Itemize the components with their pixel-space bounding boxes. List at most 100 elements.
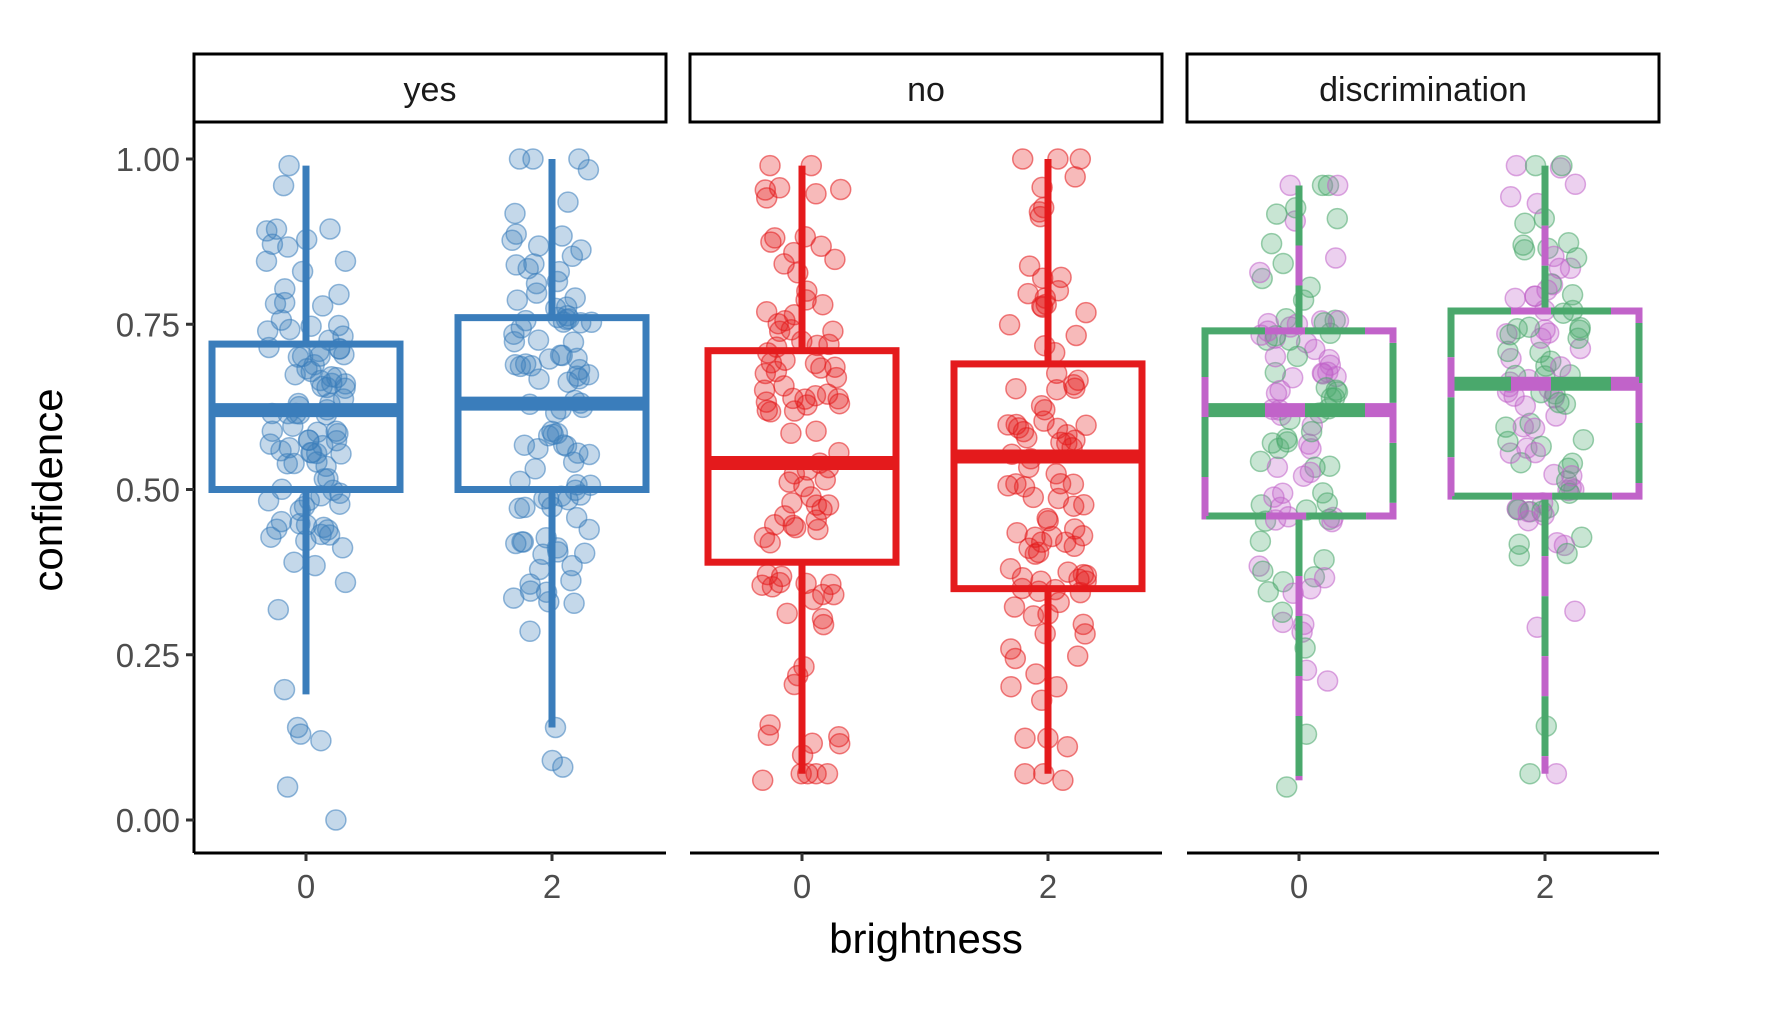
data-point bbox=[1497, 430, 1519, 453]
data-point bbox=[557, 191, 579, 213]
data-point bbox=[325, 429, 348, 452]
data-point bbox=[759, 154, 781, 177]
data-point bbox=[1572, 429, 1595, 451]
outlier-point bbox=[541, 749, 564, 772]
data-point bbox=[501, 229, 523, 252]
data-point bbox=[283, 452, 305, 475]
data-point bbox=[255, 250, 278, 272]
data-point bbox=[578, 518, 600, 541]
data-point bbox=[1530, 435, 1552, 458]
data-point bbox=[1265, 203, 1288, 225]
data-point bbox=[1556, 542, 1578, 565]
data-point bbox=[276, 452, 299, 475]
data-point bbox=[1299, 461, 1322, 484]
data-point bbox=[1006, 521, 1028, 544]
data-point bbox=[330, 443, 352, 465]
data-point bbox=[1523, 417, 1546, 440]
data-point bbox=[805, 509, 828, 531]
data-point bbox=[1548, 391, 1570, 414]
data-point bbox=[1548, 257, 1571, 280]
box bbox=[950, 360, 1146, 593]
data-point bbox=[782, 514, 804, 537]
data-point bbox=[1271, 601, 1294, 624]
data-point bbox=[319, 218, 341, 240]
data-point bbox=[1249, 450, 1272, 473]
box bbox=[1447, 307, 1643, 500]
data-point bbox=[334, 377, 356, 399]
data-point bbox=[311, 295, 334, 317]
data-point bbox=[1272, 252, 1294, 275]
data-point bbox=[1326, 174, 1349, 197]
data-point bbox=[505, 532, 527, 555]
data-point bbox=[1030, 531, 1053, 553]
data-point bbox=[804, 384, 827, 407]
data-point bbox=[751, 574, 773, 596]
data-point bbox=[284, 363, 306, 386]
data-point bbox=[316, 376, 338, 399]
data-point bbox=[1000, 638, 1022, 660]
data-point bbox=[333, 343, 355, 366]
data-point bbox=[549, 344, 572, 366]
data-point bbox=[327, 422, 349, 445]
data-point bbox=[1071, 524, 1094, 547]
data-point bbox=[824, 248, 846, 271]
data-point bbox=[1564, 600, 1586, 623]
data-point bbox=[1034, 398, 1056, 421]
x-tick-label: 2 bbox=[1039, 868, 1057, 905]
data-point bbox=[1570, 526, 1593, 549]
data-point bbox=[1281, 366, 1304, 389]
data-point bbox=[568, 368, 590, 390]
data-point bbox=[570, 239, 592, 261]
data-point bbox=[780, 422, 802, 445]
data-point bbox=[828, 732, 851, 755]
data-point bbox=[261, 420, 284, 442]
data-point bbox=[1499, 323, 1521, 346]
data-point bbox=[999, 557, 1022, 580]
data-point bbox=[1041, 525, 1063, 548]
facet-strips: yes no discrimination bbox=[192, 52, 1661, 124]
data-point bbox=[1565, 247, 1588, 269]
data-point bbox=[504, 353, 527, 376]
data-point bbox=[1311, 174, 1334, 197]
facet-strip-label: yes bbox=[404, 71, 457, 109]
data-point bbox=[805, 494, 828, 516]
data-point bbox=[1316, 492, 1339, 514]
data-point bbox=[805, 762, 827, 785]
data-point bbox=[527, 235, 550, 257]
data-point bbox=[327, 314, 350, 337]
data-point bbox=[759, 714, 781, 736]
data-point bbox=[505, 223, 527, 245]
data-point bbox=[805, 420, 827, 442]
data-point bbox=[1564, 173, 1587, 196]
data-point bbox=[513, 434, 536, 456]
data-point bbox=[270, 439, 292, 462]
data-point bbox=[998, 314, 1021, 336]
data-point bbox=[1005, 473, 1027, 495]
data-point bbox=[828, 725, 850, 748]
y-tick-label: 1.00 bbox=[116, 141, 180, 178]
data-point bbox=[1299, 276, 1321, 299]
box bbox=[1201, 327, 1397, 520]
data-point bbox=[1249, 261, 1271, 284]
data-point bbox=[753, 379, 776, 401]
data-point bbox=[1313, 548, 1335, 571]
data-point bbox=[1062, 373, 1085, 396]
data-point bbox=[1252, 560, 1274, 583]
data-point bbox=[298, 429, 320, 451]
data-point bbox=[1003, 596, 1026, 618]
data-point bbox=[1030, 394, 1053, 417]
data-point bbox=[502, 587, 525, 609]
data-point bbox=[1559, 257, 1582, 280]
data-point bbox=[505, 254, 527, 276]
outlier-point bbox=[310, 729, 332, 752]
x-tick-label: 0 bbox=[297, 868, 315, 905]
data-point bbox=[1513, 239, 1536, 261]
facet-strip-label: discrimination bbox=[1319, 71, 1527, 109]
data-point bbox=[802, 588, 825, 611]
data-point bbox=[527, 437, 549, 460]
data-point bbox=[273, 291, 296, 314]
data-point bbox=[1064, 166, 1086, 188]
data-point bbox=[776, 602, 798, 625]
data-point bbox=[1312, 482, 1334, 504]
y-tick-label: 0.50 bbox=[116, 472, 180, 509]
